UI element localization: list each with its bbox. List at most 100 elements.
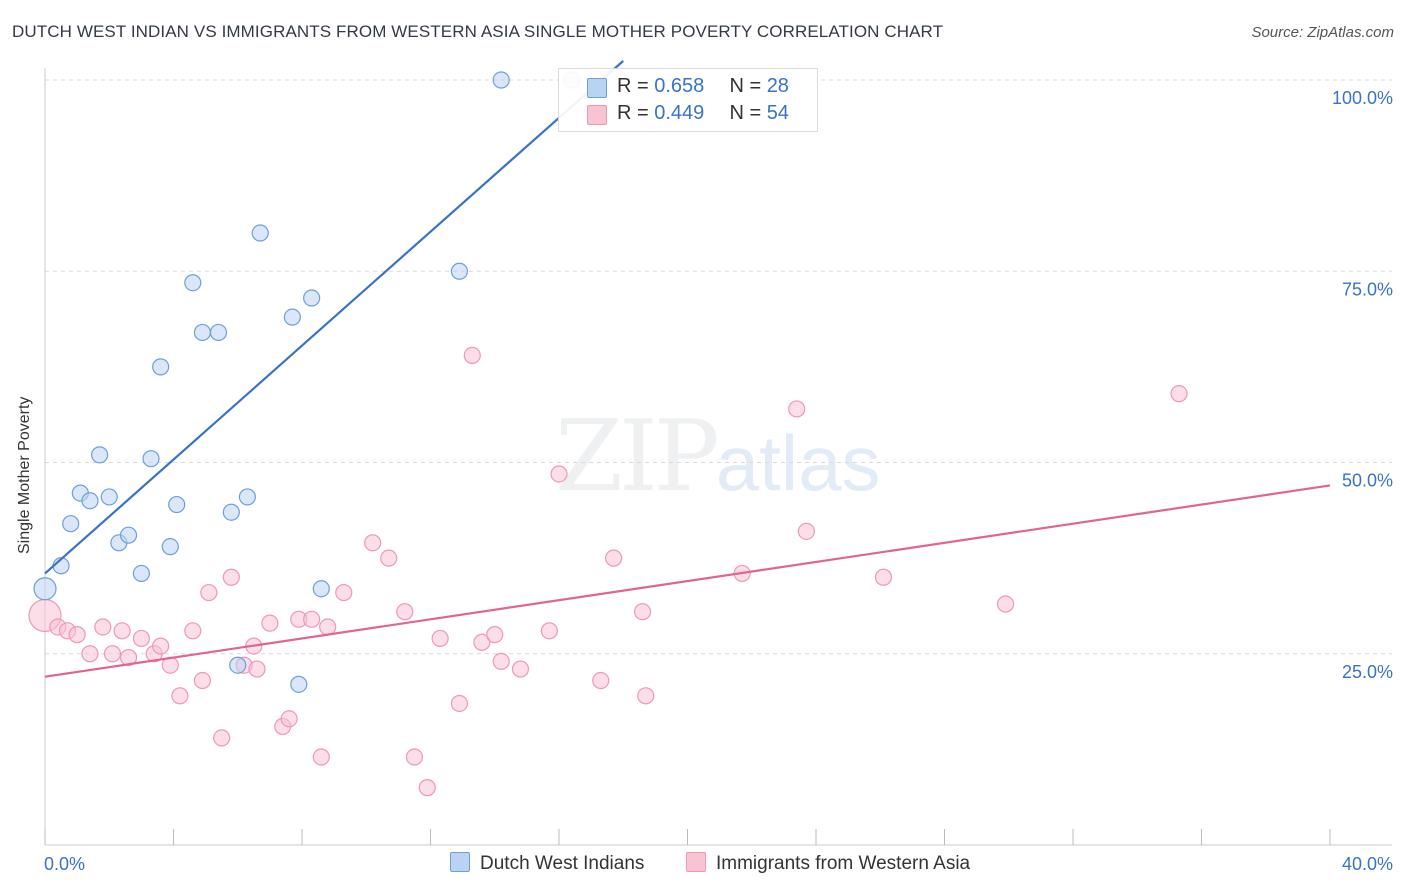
legend-r-label: R =: [617, 102, 649, 124]
point-dutch-west-indians: [81, 492, 99, 510]
point-immigrants-western-asia: [788, 400, 806, 418]
y-tick-label: 25.0%: [1342, 662, 1393, 682]
point-immigrants-western-asia: [380, 549, 398, 567]
y-axis-label: Single Mother Poverty: [16, 396, 33, 554]
point-immigrants-western-asia: [540, 622, 558, 640]
y-tick-label: 50.0%: [1342, 471, 1393, 491]
point-immigrants-western-asia: [486, 626, 504, 644]
point-dutch-west-indians: [161, 538, 179, 556]
point-dutch-west-indians: [33, 577, 57, 601]
point-dutch-west-indians: [100, 488, 118, 506]
point-immigrants-western-asia: [303, 610, 321, 628]
point-immigrants-western-asia: [200, 583, 218, 602]
series-immigrants-western-asia: [28, 346, 1188, 797]
tick-labels: 25.0% 50.0% 75.0% 100.0% 0.0% 40.0%: [44, 88, 1393, 874]
legend-series-name: Dutch West Indians: [480, 853, 645, 874]
point-dutch-west-indians: [229, 656, 247, 674]
legend-n-value: 28: [766, 75, 789, 97]
legend-n-label: N =: [729, 102, 762, 124]
point-immigrants-western-asia: [405, 748, 424, 766]
legend-row-blue: R = 0.658 N = 28: [617, 75, 789, 98]
point-immigrants-western-asia: [280, 710, 298, 728]
legend-series-name: Immigrants from Western Asia: [716, 853, 971, 874]
point-immigrants-western-asia: [171, 687, 189, 705]
point-immigrants-western-asia: [463, 346, 481, 364]
trend-line: [44, 484, 1331, 678]
point-immigrants-western-asia: [473, 633, 491, 651]
legend-swatch-pink: [686, 852, 706, 872]
point-immigrants-western-asia: [633, 603, 652, 621]
source-credit: Source: ZipAtlas.com: [1251, 24, 1394, 41]
point-dutch-west-indians: [119, 526, 138, 544]
point-immigrants-western-asia: [511, 660, 530, 678]
series-dutch-west-indians: [33, 71, 581, 693]
correlation-legend: R = 0.658 N = 28 R = 0.449 N = 54: [558, 68, 818, 132]
legend-n-label: N =: [729, 75, 762, 97]
point-immigrants-western-asia: [68, 626, 86, 644]
watermark-zip: ZIP: [555, 400, 720, 514]
point-dutch-west-indians: [193, 323, 212, 342]
point-immigrants-western-asia: [550, 465, 568, 483]
trend-line: [44, 60, 624, 575]
axes: [44, 68, 1392, 846]
point-immigrants-western-asia: [492, 652, 510, 671]
point-immigrants-western-asia: [103, 645, 122, 663]
point-immigrants-western-asia: [222, 568, 240, 586]
point-immigrants-western-asia: [94, 618, 112, 636]
point-immigrants-western-asia: [193, 671, 212, 690]
point-immigrants-western-asia: [152, 637, 170, 655]
legend-r-value: 0.449: [654, 102, 705, 124]
point-immigrants-western-asia: [605, 549, 623, 567]
trend-lines: [44, 60, 1331, 678]
legend-swatch-blue: [450, 852, 470, 872]
point-dutch-west-indians: [222, 503, 240, 521]
legend-r-value: 0.658: [654, 75, 705, 97]
point-dutch-west-indians: [251, 224, 269, 242]
point-immigrants-western-asia: [113, 622, 131, 640]
x-tick-label: 0.0%: [44, 854, 85, 874]
legend-item-dutch-west-indians: Dutch West Indians: [450, 852, 644, 875]
chart-title: DUTCH WEST INDIAN VS IMMIGRANTS FROM WES…: [12, 22, 944, 41]
point-immigrants-western-asia: [81, 645, 99, 663]
point-dutch-west-indians: [312, 580, 330, 598]
legend-item-immigrants-western-asia: Immigrants from Western Asia: [686, 852, 970, 875]
point-immigrants-western-asia: [261, 614, 279, 632]
point-dutch-west-indians: [290, 675, 308, 693]
point-dutch-west-indians: [450, 262, 469, 280]
point-dutch-west-indians: [492, 71, 510, 89]
point-immigrants-western-asia: [312, 748, 330, 766]
point-immigrants-western-asia: [797, 522, 815, 540]
point-immigrants-western-asia: [418, 779, 436, 797]
point-immigrants-western-asia: [132, 629, 150, 648]
point-immigrants-western-asia: [184, 622, 202, 640]
x-tick-label: 40.0%: [1342, 854, 1393, 874]
point-immigrants-western-asia: [335, 583, 353, 602]
point-dutch-west-indians: [238, 488, 256, 506]
point-immigrants-western-asia: [450, 694, 469, 713]
point-dutch-west-indians: [184, 274, 202, 292]
point-immigrants-western-asia: [319, 618, 337, 636]
point-immigrants-western-asia: [248, 660, 266, 678]
point-immigrants-western-asia: [637, 687, 655, 705]
legend-swatch-pink: [587, 105, 607, 125]
legend-r-label: R =: [617, 75, 649, 97]
gridlines: [45, 79, 1392, 655]
point-immigrants-western-asia: [213, 729, 231, 747]
y-tick-label: 75.0%: [1342, 279, 1393, 299]
point-dutch-west-indians: [283, 308, 301, 326]
y-tick-label: 100.0%: [1332, 88, 1393, 108]
legend-swatch-blue: [587, 78, 607, 98]
point-immigrants-western-asia: [364, 534, 382, 552]
point-dutch-west-indians: [152, 358, 170, 376]
point-dutch-west-indians: [168, 495, 186, 514]
point-immigrants-western-asia: [119, 648, 138, 667]
point-dutch-west-indians: [303, 289, 321, 307]
point-immigrants-western-asia: [592, 671, 610, 690]
point-dutch-west-indians: [132, 564, 150, 583]
point-dutch-west-indians: [91, 446, 109, 464]
point-dutch-west-indians: [62, 515, 80, 533]
point-dutch-west-indians: [209, 323, 228, 342]
point-immigrants-western-asia: [396, 603, 414, 621]
point-immigrants-western-asia: [1170, 385, 1188, 403]
